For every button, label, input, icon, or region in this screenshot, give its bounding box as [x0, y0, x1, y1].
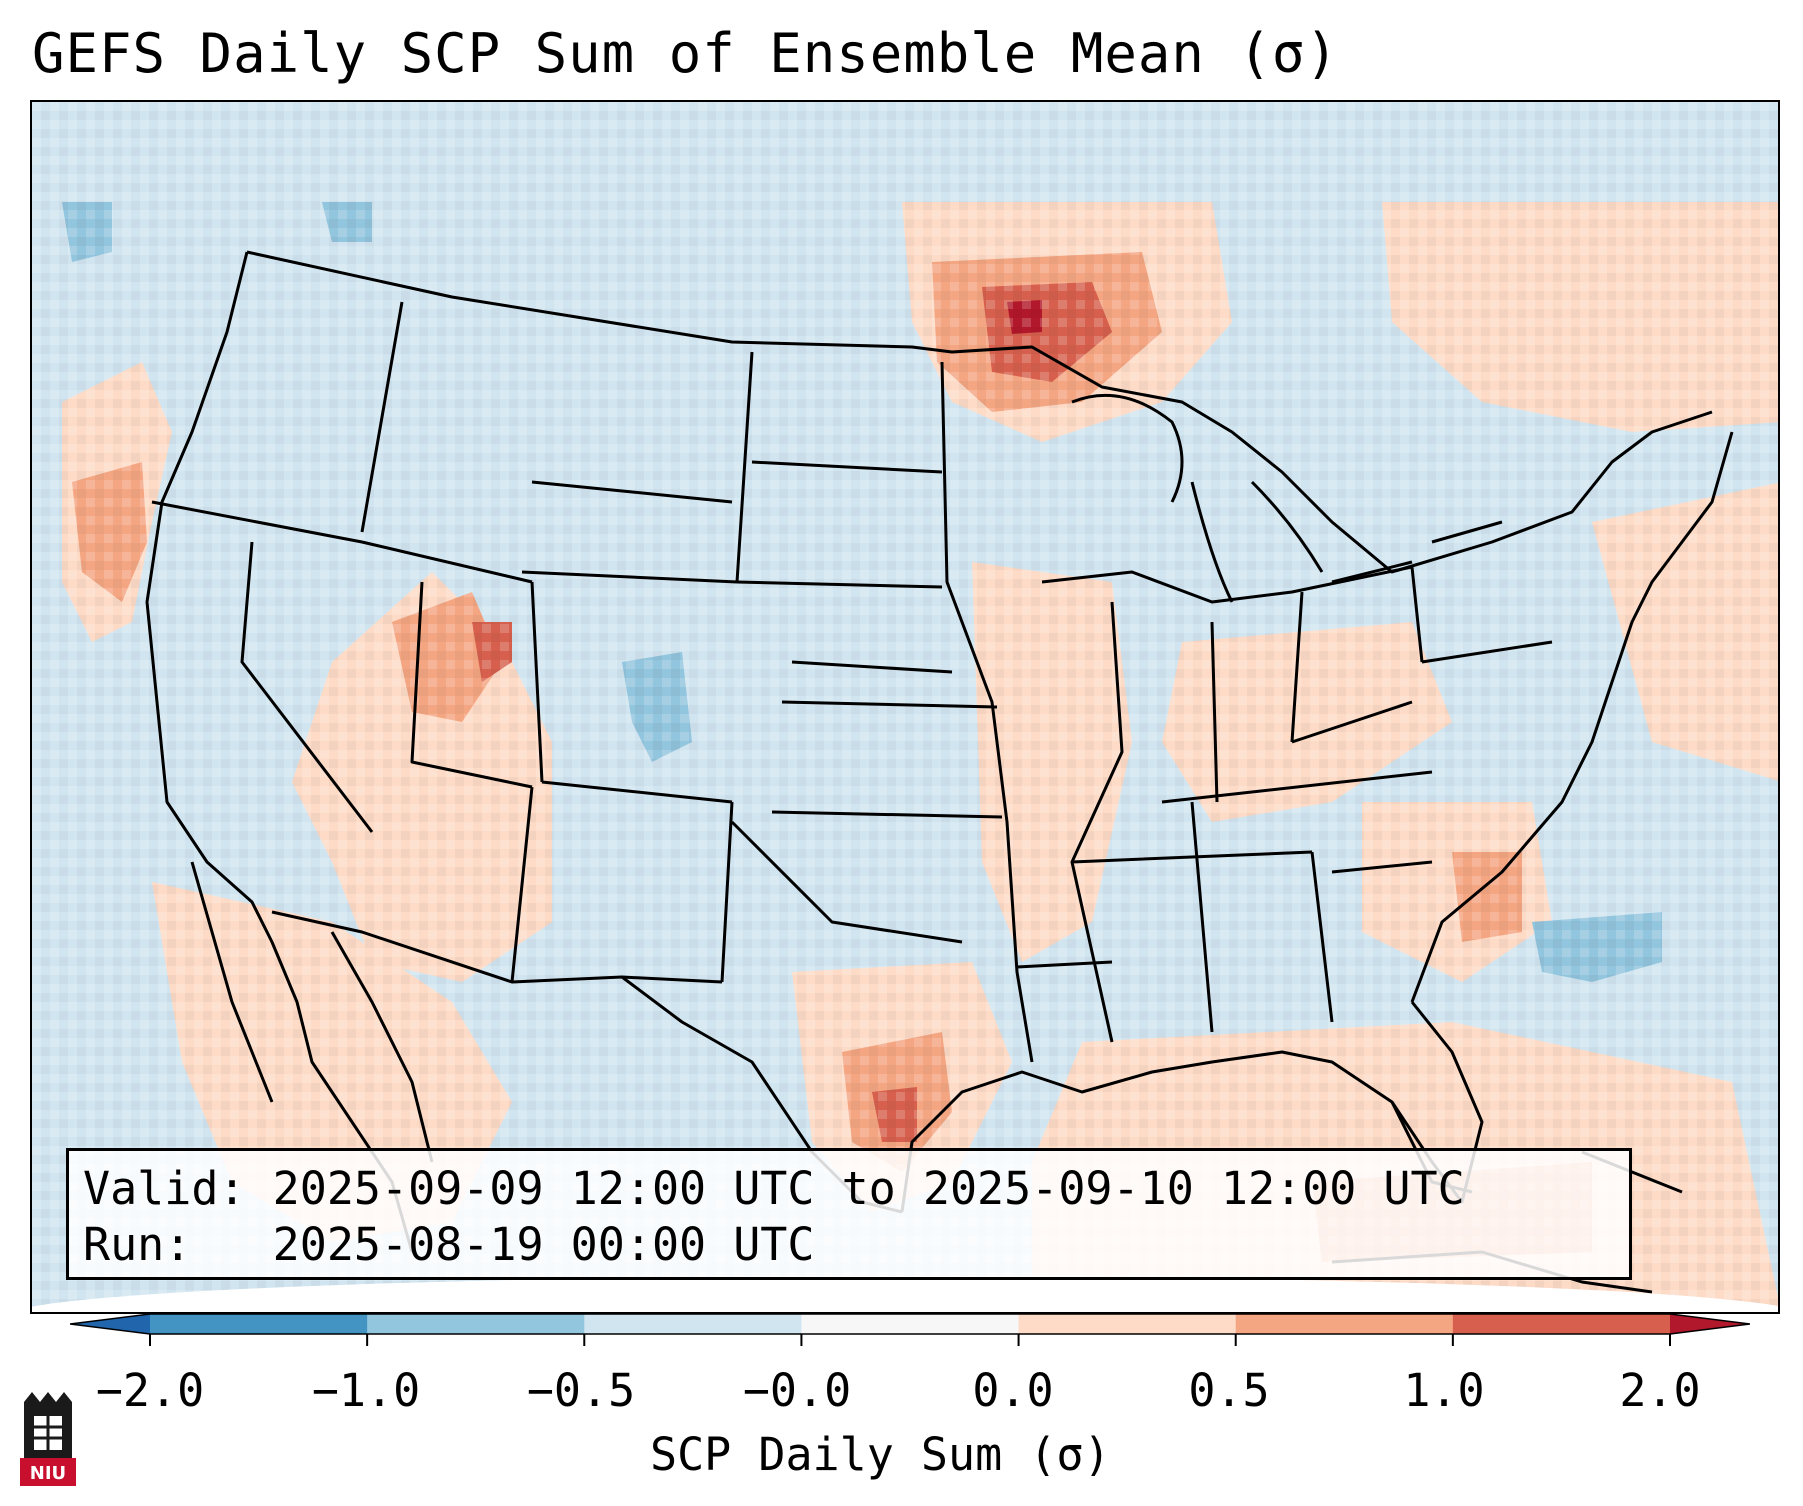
map-panel: [30, 100, 1780, 1314]
valid-run-infobox: Valid: 2025-09-09 12:00 UTC to 2025-09-1…: [66, 1148, 1632, 1280]
niu-logo: NIU: [20, 1392, 76, 1486]
great-lakes: [1071, 393, 1503, 603]
colorbar-ticks: [70, 1314, 1750, 1346]
colorbar-tick-label: 0.0: [972, 1364, 1054, 1417]
valid-time-text: Valid: 2025-09-09 12:00 UTC to 2025-09-1…: [83, 1162, 1465, 1215]
niu-logo-text: NIU: [30, 1463, 66, 1484]
west-coast: [145, 251, 414, 1253]
east-coast: [1410, 431, 1734, 1003]
map-canvas: [32, 102, 1778, 1312]
colorbar-segment: [367, 1314, 585, 1334]
colorbar-over-arrow: [1670, 1314, 1750, 1334]
state-lines-central: [730, 361, 1113, 1063]
colorbar-under-arrow: [70, 1314, 150, 1334]
colorbar-segment: [1018, 1314, 1237, 1334]
colorbar-tick-label: −1.0: [311, 1364, 421, 1417]
colorbar-tick-label: 2.0: [1619, 1364, 1701, 1417]
colorbar-segment: [1452, 1314, 1671, 1334]
colorbar-tick-label: −0.5: [526, 1364, 636, 1417]
colorbar: [70, 1314, 1750, 1346]
run-time-text: Run: 2025-08-19 00:00 UTC: [83, 1218, 815, 1271]
colorbar-segment: [1235, 1314, 1454, 1334]
colorbar-segments: [150, 1314, 1671, 1334]
map-horizon: [32, 1276, 1778, 1312]
anomaly-field: [32, 102, 1778, 1312]
colorbar-tick-label: 0.5: [1188, 1364, 1270, 1417]
state-boundaries: [145, 250, 1734, 1294]
colorbar-segment: [801, 1314, 1020, 1334]
mexico-gulf-of-california: [190, 861, 434, 1163]
colorbar-label: SCP Daily Sum (σ): [650, 1428, 1111, 1481]
colorbar-segment: [150, 1314, 368, 1334]
colorbar-tick-label: −0.0: [742, 1364, 852, 1417]
map-title: GEFS Daily SCP Sum of Ensemble Mean (σ): [32, 22, 1339, 85]
colorbar-segment: [584, 1314, 802, 1334]
state-lines-west: [151, 301, 754, 984]
colorbar-tick-label: 1.0: [1403, 1364, 1485, 1417]
colorbar-tick-label: −2.0: [95, 1364, 205, 1417]
us-canada-border: [246, 250, 1713, 574]
state-lines-east: [1041, 565, 1553, 1043]
